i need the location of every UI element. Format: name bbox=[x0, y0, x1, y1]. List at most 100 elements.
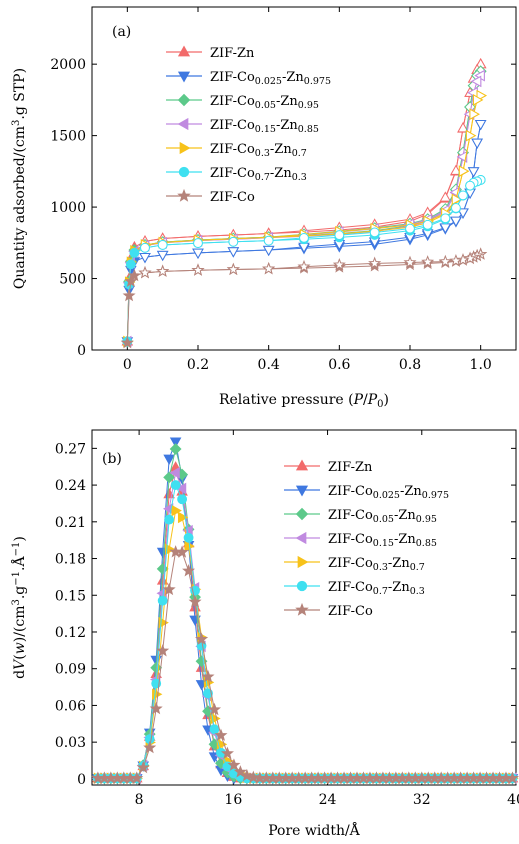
panel-b-data-point bbox=[149, 701, 163, 715]
panel-b-x-tick-label: 8 bbox=[135, 792, 144, 808]
panel-b-legend-entry: ZIF-Co bbox=[328, 604, 373, 619]
panel-a-data-point-open bbox=[457, 208, 469, 219]
panel-a-data-point-open bbox=[451, 193, 463, 206]
panel-a-data-point-open bbox=[457, 121, 469, 133]
panel-b-data-point bbox=[136, 760, 150, 774]
panel-b-data-point bbox=[164, 514, 175, 525]
panel-b-y-tick-label: 0.21 bbox=[55, 515, 86, 531]
panel-b-data-point bbox=[169, 437, 182, 448]
panel-a-data-point-open bbox=[470, 75, 482, 88]
panel-a-x-tick-label: 0.6 bbox=[328, 357, 350, 373]
panel-b-data-point bbox=[207, 702, 222, 716]
panel-a-data-point-open bbox=[472, 94, 484, 106]
panel-a-series bbox=[120, 247, 488, 349]
panel-a-data-point-open bbox=[332, 257, 346, 271]
panel-b-data-point bbox=[233, 765, 247, 778]
panel-a-legend-marker bbox=[177, 117, 189, 131]
panel-a-data-point-open bbox=[299, 232, 309, 243]
panel-b-series bbox=[92, 480, 518, 784]
panel-b-legend-marker bbox=[295, 459, 309, 471]
panel-a-y-tick-label: 500 bbox=[59, 272, 86, 288]
panel-b-data-point bbox=[169, 467, 180, 479]
panel-a-data-point-open bbox=[262, 245, 275, 257]
panel-a-data-point-open bbox=[471, 138, 483, 149]
panel-a-y-tick-label: 0 bbox=[77, 343, 86, 359]
panel-a-legend-entry: ZIF-Co0.05-Zn0.95 bbox=[210, 94, 319, 111]
panel-b-data-point bbox=[165, 543, 176, 556]
panel-a-legend-entry: ZIF-Co0.7-Zn0.3 bbox=[210, 166, 307, 183]
panel-a-data-point-open bbox=[456, 253, 470, 266]
panel-b-y-tick-label: 0.27 bbox=[55, 441, 86, 457]
panel-b-data-point bbox=[156, 574, 169, 585]
panel-b-data-point bbox=[171, 504, 182, 517]
panel-b-data-point bbox=[175, 545, 189, 558]
panel-a-data-point-open bbox=[467, 167, 480, 178]
panel-a-data-point-open bbox=[449, 253, 463, 267]
panel-a-data-point-open bbox=[139, 252, 151, 264]
panel-b-y-tick-label: 0.03 bbox=[55, 735, 86, 751]
panel-b-data-point bbox=[220, 746, 234, 760]
panel-b-data-point bbox=[156, 644, 170, 657]
panel-b-legend-entry: ZIF-Co0.15-Zn0.85 bbox=[328, 532, 437, 549]
panel-a-data-point bbox=[125, 259, 136, 270]
panel-a-data-point-open bbox=[458, 165, 470, 177]
panel-b-y-tick-label: 0.18 bbox=[55, 552, 86, 568]
panel-a-data-point-open bbox=[191, 263, 205, 276]
panel-b-data-point bbox=[157, 595, 168, 606]
panel-b-y-tick-label: 0.15 bbox=[55, 588, 86, 604]
panel-a-legend-marker bbox=[179, 141, 191, 155]
panel-b-legend-entry: ZIF-Co0.025-Zn0.975 bbox=[328, 484, 449, 501]
panel-a-y-tick-label: 1500 bbox=[50, 129, 86, 145]
panel-b-y-axis-label: dV(w)/(cm3.g−1.Å−1) bbox=[10, 536, 28, 679]
panel-b-data-point bbox=[227, 758, 241, 771]
panel-a-data-point bbox=[120, 335, 134, 349]
panel-b-legend-entry: ZIF-Zn bbox=[328, 460, 373, 475]
panel-a-legend-entry: ZIF-Co bbox=[210, 190, 255, 205]
panel-b-legend-marker bbox=[295, 531, 307, 545]
panel-a-data-point-open bbox=[463, 251, 477, 265]
panel-a-y-tick-label: 1000 bbox=[50, 200, 86, 216]
panel-a-series bbox=[121, 69, 485, 348]
panel-a-data-point-open bbox=[403, 255, 417, 269]
panel-a-x-tick-label: 0.2 bbox=[187, 357, 209, 373]
panel-b-y-tick-label: 0.12 bbox=[55, 625, 86, 641]
panel-a-data-point-open bbox=[450, 164, 462, 175]
panel-a-data-point-open bbox=[450, 216, 462, 228]
panel-a-data-point-open bbox=[140, 242, 150, 253]
panel-b-x-tick-label: 16 bbox=[224, 792, 242, 808]
panel-b-data-point bbox=[505, 771, 519, 784]
panel-b-legend-entry: ZIF-Co0.7-Zn0.3 bbox=[328, 580, 425, 597]
panel-b-data-point bbox=[209, 724, 220, 735]
panel-a-tag: (a) bbox=[112, 24, 131, 40]
panel-b-x-tick-label: 40 bbox=[507, 792, 519, 808]
panel-a-data-point-open bbox=[456, 150, 468, 163]
panel-a-data-point bbox=[122, 288, 136, 302]
panel-b-legend-marker bbox=[296, 580, 308, 592]
panel-b-data-point bbox=[182, 564, 196, 577]
panel-b-legend-marker bbox=[297, 555, 309, 569]
panel-a-legend-marker bbox=[177, 93, 191, 107]
panel-a-x-tick-label: 0.4 bbox=[258, 357, 280, 373]
panel-a-data-point-open bbox=[227, 247, 240, 258]
panel-a-legend-marker bbox=[177, 45, 191, 57]
panel-a-data-point-open bbox=[262, 261, 276, 275]
panel-a-plot-frame bbox=[91, 6, 517, 351]
panel-b-pore-size-chart: 8 16 24 32 40 0 0.03 0.06 0.09 0.12 0.15 0.18 0.21 0.… bbox=[10, 429, 519, 839]
panel-a-legend-marker bbox=[177, 71, 191, 83]
panel-b-data-point bbox=[201, 669, 215, 683]
panel-b-data-point bbox=[143, 740, 157, 754]
panel-a-data-point-open bbox=[422, 219, 433, 230]
panel-a-data-point-open bbox=[465, 129, 477, 142]
panel-b-data-point bbox=[169, 443, 182, 455]
panel-a-y-tick-label: 2000 bbox=[50, 57, 86, 73]
panel-a-data-point-open bbox=[465, 180, 475, 191]
panel-b-legend-marker bbox=[295, 507, 309, 521]
panel-a-data-point-open bbox=[368, 256, 382, 269]
panel-b-data-point bbox=[177, 511, 189, 524]
panel-b-tag: (b) bbox=[102, 451, 122, 467]
panel-a-data-point-open bbox=[156, 264, 170, 277]
panel-a-data-point-open bbox=[138, 265, 152, 279]
panel-b-data-point bbox=[188, 595, 202, 608]
panel-b-y-tick-label: 0.09 bbox=[55, 662, 86, 678]
panel-a-data-point-open bbox=[156, 250, 169, 262]
